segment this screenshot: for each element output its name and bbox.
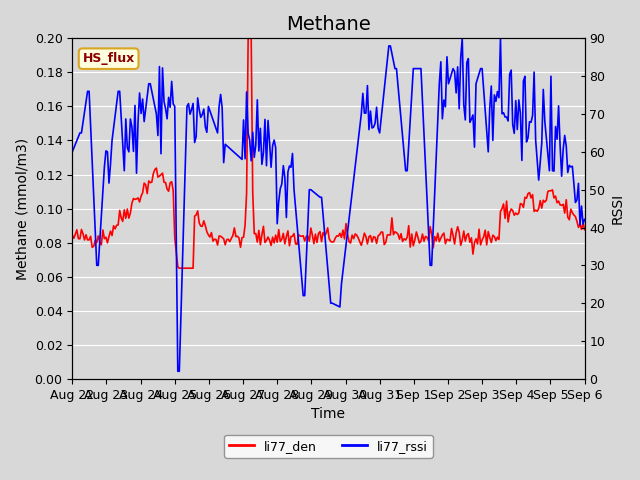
li77_den: [183, 265, 191, 271]
Title: Methane: Methane: [286, 15, 371, 34]
Line: li77_rssi: li77_rssi: [72, 38, 584, 372]
li77_den: [244, 36, 252, 41]
Y-axis label: RSSI: RSSI: [611, 193, 625, 224]
li77_rssi: [497, 36, 504, 41]
li77_den: [223, 237, 230, 242]
li77_rssi: [74, 134, 82, 140]
li77_den: [580, 227, 588, 233]
li77_rssi: [183, 104, 191, 109]
li77_den: [359, 237, 367, 243]
Y-axis label: Methane (mmol/m3): Methane (mmol/m3): [15, 138, 29, 280]
Text: HS_flux: HS_flux: [83, 52, 135, 65]
Legend: li77_den, li77_rssi: li77_den, li77_rssi: [224, 435, 433, 458]
li77_den: [68, 232, 76, 238]
li77_rssi: [458, 36, 466, 41]
li77_rssi: [358, 111, 365, 117]
li77_rssi: [68, 149, 76, 155]
li77_den: [74, 236, 82, 241]
li77_rssi: [174, 369, 182, 374]
X-axis label: Time: Time: [312, 407, 346, 421]
li77_rssi: [580, 216, 588, 222]
li77_rssi: [490, 92, 498, 98]
li77_den: [497, 208, 504, 214]
li77_rssi: [223, 143, 230, 148]
li77_den: [490, 234, 498, 240]
li77_den: [175, 265, 183, 271]
Line: li77_den: li77_den: [72, 38, 584, 268]
